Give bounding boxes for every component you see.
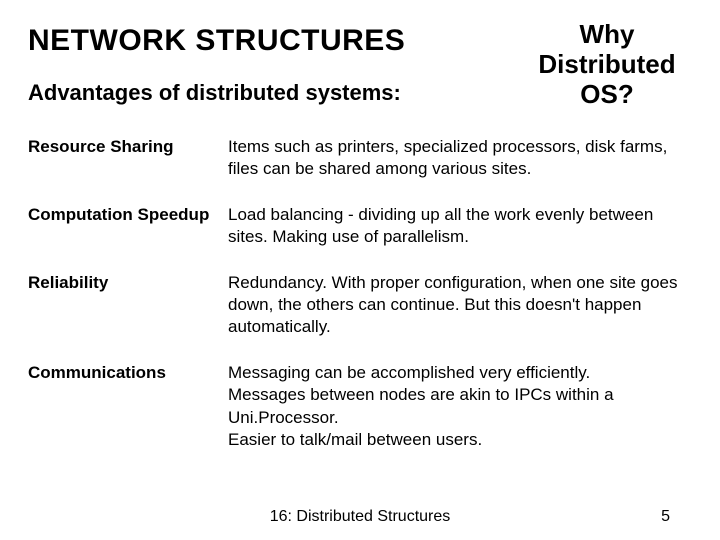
term-label: Resource Sharing (28, 136, 228, 158)
term-description: Redundancy. With proper configuration, w… (228, 272, 692, 338)
footer-text: 16: Distributed Structures (0, 508, 720, 526)
table-row: Computation Speedup Load balancing - div… (28, 204, 692, 248)
term-label: Computation Speedup (28, 204, 228, 226)
term-label: Reliability (28, 272, 228, 294)
main-title: NETWORK STRUCTURES (28, 24, 522, 58)
content-table: Resource Sharing Items such as printers,… (28, 136, 692, 451)
right-title: Why Distributed OS? (522, 20, 692, 110)
slide-container: NETWORK STRUCTURES Advantages of distrib… (0, 0, 720, 540)
term-description: Items such as printers, specialized proc… (228, 136, 692, 180)
table-row: Resource Sharing Items such as printers,… (28, 136, 692, 180)
header-left: NETWORK STRUCTURES Advantages of distrib… (28, 18, 522, 106)
table-row: Communications Messaging can be accompli… (28, 362, 692, 450)
table-row: Reliability Redundancy. With proper conf… (28, 272, 692, 338)
term-label: Communications (28, 362, 228, 384)
term-description: Messaging can be accomplished very effic… (228, 362, 692, 450)
subheading: Advantages of distributed systems: (28, 80, 522, 106)
page-number: 5 (661, 508, 670, 526)
term-description: Load balancing - dividing up all the wor… (228, 204, 692, 248)
header-row: NETWORK STRUCTURES Advantages of distrib… (28, 18, 692, 110)
